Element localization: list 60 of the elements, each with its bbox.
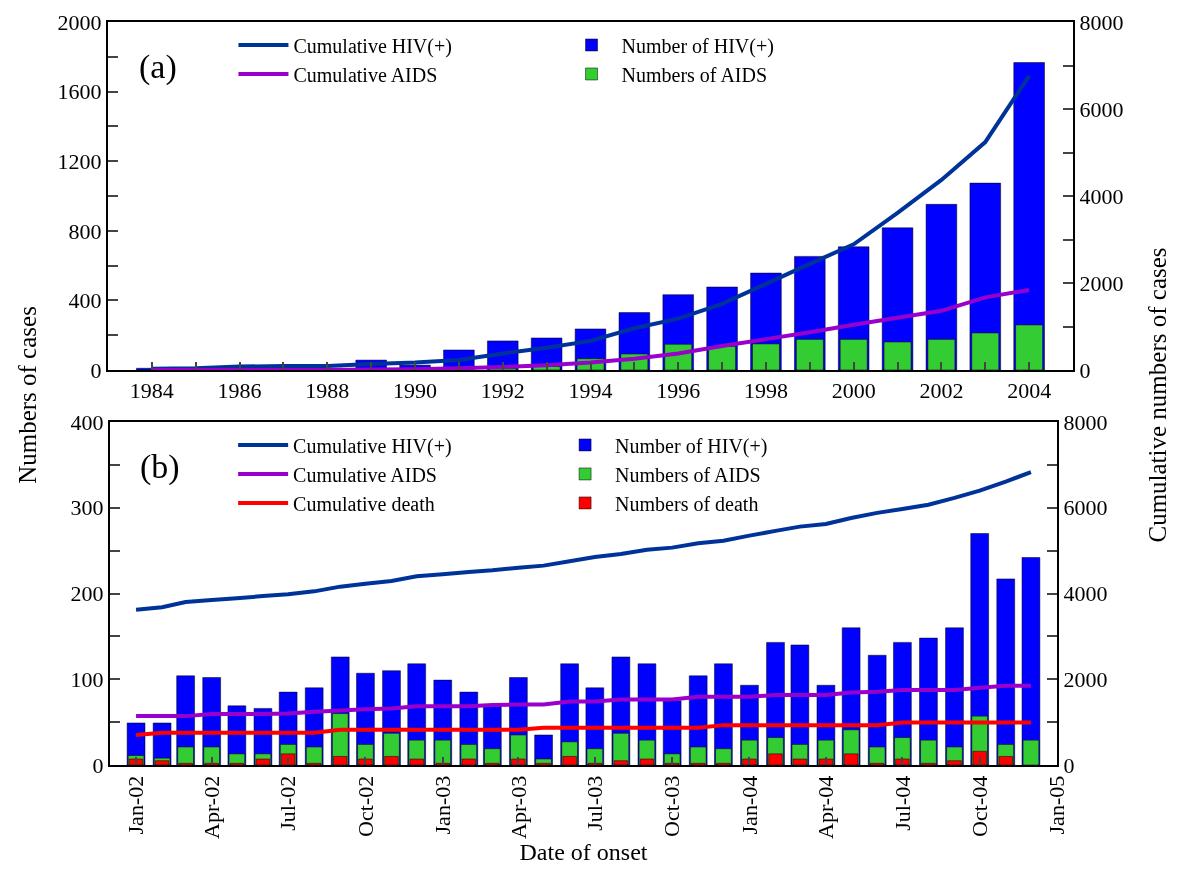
y2-tick-label: 8000 <box>1079 9 1124 35</box>
x-tick-label: 1992 <box>480 378 525 404</box>
y2-tick-label: 4000 <box>1063 581 1108 607</box>
x-tick-label: 1984 <box>129 378 174 404</box>
x-tick-label: Jan-02 <box>123 775 149 835</box>
y-axis-title: Numbers of cases <box>14 306 42 484</box>
legend-label: Numbers of AIDS <box>615 463 761 486</box>
x-tick-label: Apr-03 <box>505 775 531 839</box>
annotation: (b) <box>140 448 180 486</box>
y-tick-label: 100 <box>70 666 104 692</box>
legend-label: Cumulative AIDS <box>293 463 437 486</box>
x-tick-label: Jul-04 <box>889 775 915 831</box>
y-tick-label: 0 <box>92 752 104 778</box>
y2-tick-label: 0 <box>1063 752 1075 778</box>
x-tick-label: 2000 <box>831 378 876 404</box>
x-tick-label: Jan-04 <box>736 775 762 835</box>
y-tick-label: 800 <box>68 218 102 244</box>
x-axis-title: Date of onset <box>519 838 648 865</box>
x-tick-label: 1986 <box>217 378 262 404</box>
y2-tick-label: 2000 <box>1063 666 1108 692</box>
legend-label: Cumulative death <box>293 492 435 515</box>
x-tick-label: 1996 <box>656 378 701 404</box>
y2-tick-label: 6000 <box>1079 96 1124 122</box>
legend-label: Cumulative HIV(+) <box>293 434 452 458</box>
legend-label: Number of HIV(+) <box>615 434 768 458</box>
annotation: (a) <box>139 48 177 86</box>
x-tick-label: Jul-02 <box>275 775 301 831</box>
x-tick-label: Jan-03 <box>429 775 455 835</box>
y2-tick-label: 2000 <box>1079 270 1124 296</box>
y-tick-label: 400 <box>68 288 102 314</box>
y-tick-label: 200 <box>70 581 104 607</box>
x-tick-label: Oct-02 <box>352 775 378 837</box>
y-tick-label: 0 <box>90 357 102 383</box>
x-tick-label: 1988 <box>305 378 350 404</box>
legend-label: Numbers of AIDS <box>621 63 768 86</box>
x-tick-label: 1998 <box>743 378 788 404</box>
x-tick-label: Jul-03 <box>581 775 607 831</box>
y-tick-label: 1600 <box>57 79 102 105</box>
x-tick-label: 1990 <box>393 378 438 404</box>
x-tick-label: Apr-04 <box>813 775 839 839</box>
legend-label: Numbers of death <box>615 492 759 515</box>
x-tick-label: 1994 <box>568 378 613 404</box>
legend-label: Cumulative AIDS <box>293 63 438 86</box>
y2-axis-title: Cumulative numbers of cases <box>1144 247 1172 543</box>
x-tick-label: 2002 <box>919 378 964 404</box>
x-tick-label: Jan-05 <box>1044 775 1070 835</box>
y-tick-label: 400 <box>70 409 104 435</box>
y2-tick-label: 6000 <box>1063 495 1108 521</box>
x-tick-label: Oct-04 <box>966 775 992 837</box>
y2-tick-label: 0 <box>1079 357 1091 383</box>
y-tick-label: 300 <box>70 495 104 521</box>
y2-tick-label: 8000 <box>1063 409 1108 435</box>
x-tick-label: Apr-02 <box>198 775 224 839</box>
legend-label: Cumulative HIV(+) <box>293 34 452 58</box>
legend-label: Number of HIV(+) <box>621 34 774 58</box>
y-tick-label: 2000 <box>57 9 102 35</box>
x-tick-label: Oct-03 <box>659 775 685 837</box>
x-tick-label: 2004 <box>1007 378 1052 404</box>
y-tick-label: 1200 <box>57 148 102 174</box>
y2-tick-label: 4000 <box>1079 183 1124 209</box>
